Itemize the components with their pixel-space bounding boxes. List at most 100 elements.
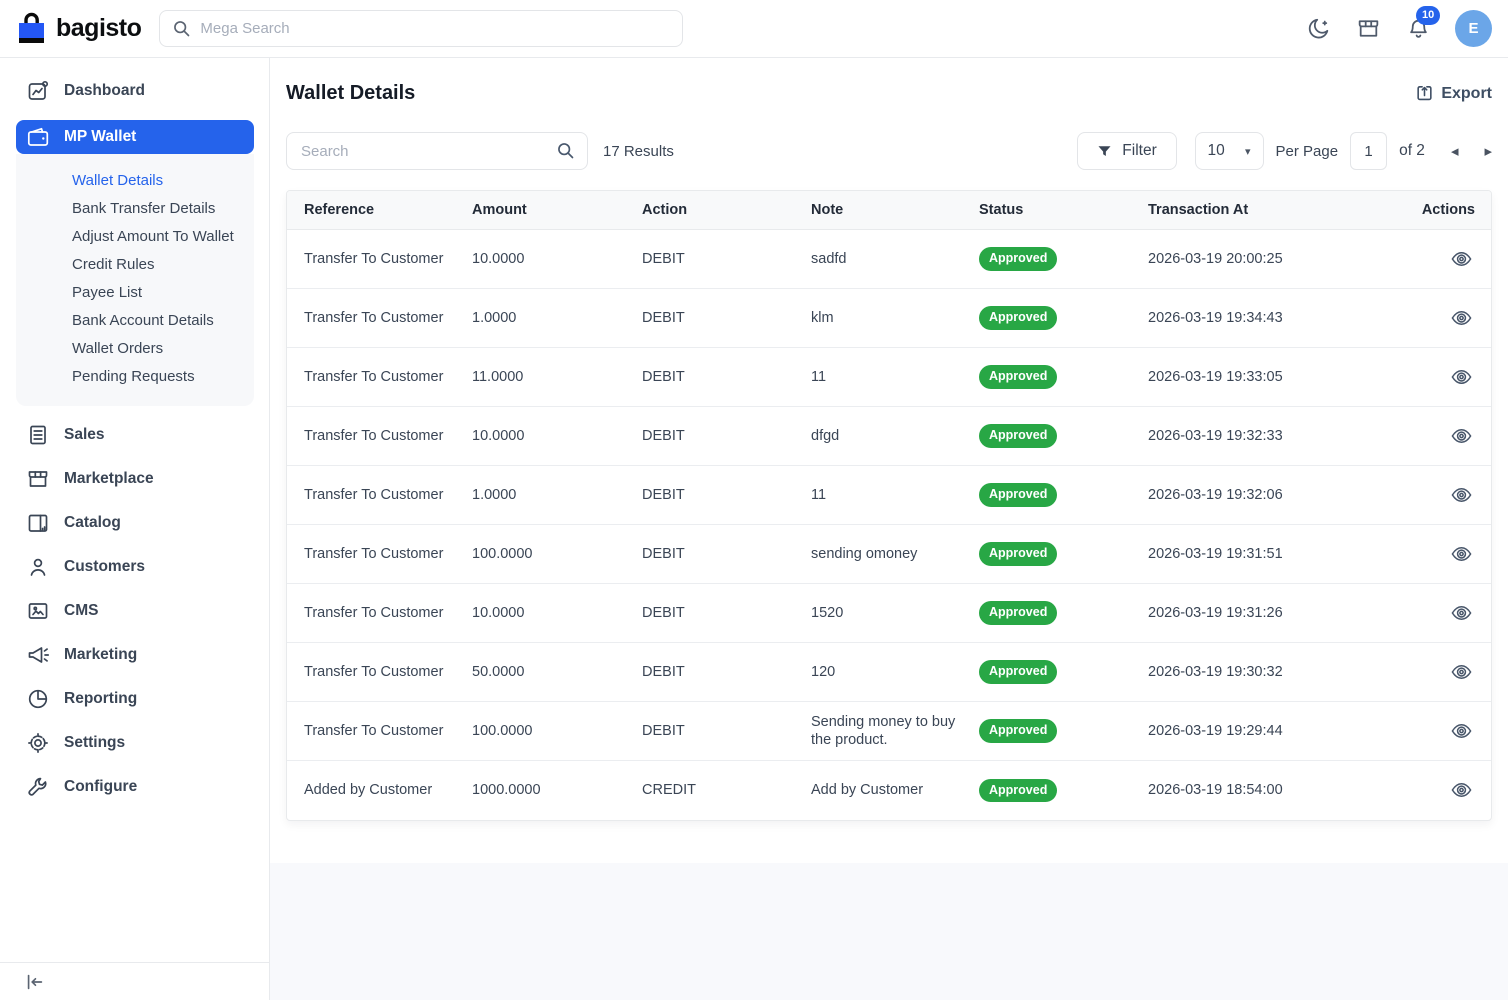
sidebar: Dashboard MP Wallet Wallet Details Bank … [0,58,270,1000]
dark-mode-moon-icon[interactable] [1305,16,1331,42]
cell-status: Approved [979,296,1148,340]
page-number-input[interactable] [1350,132,1388,170]
submenu-item-adjust-amount-to-wallet[interactable]: Adjust Amount To Wallet [72,228,234,245]
dashboard-icon [26,79,50,103]
status-badge: Approved [979,601,1058,625]
sidebar-item-label: Configure [64,778,138,795]
cell-amount: 100.0000 [472,722,533,739]
submenu-item-bank-account-details[interactable]: Bank Account Details [72,312,214,329]
sidebar-item-marketing[interactable]: Marketing [16,640,254,670]
collapse-sidebar-icon[interactable] [24,971,46,993]
table-body: Transfer To Customer 10.0000 DEBIT sadfd… [287,230,1491,820]
total-pages-label: of 2 [1399,142,1425,159]
sidebar-item-customers[interactable]: Customers [16,552,254,582]
cell-status: Approved [979,414,1148,458]
submenu-item-bank-transfer-details[interactable]: Bank Transfer Details [72,200,216,217]
search-icon[interactable] [555,140,576,161]
submenu-item-payee-list[interactable]: Payee List [72,284,143,301]
cell-transaction-at: 2026-03-19 19:32:33 [1148,427,1283,444]
cell-reference: Transfer To Customer [304,309,444,326]
sidebar-item-label: Marketplace [64,470,154,487]
datagrid-search [286,132,588,170]
sidebar-item-label: MP Wallet [64,128,137,145]
cell-amount: 10.0000 [472,250,525,267]
view-eye-icon[interactable] [1450,543,1473,566]
cell-actions [1450,297,1491,340]
datagrid-search-input[interactable] [286,132,588,170]
per-page-dropdown[interactable]: 10 ▾ [1194,132,1264,170]
cell-amount: 100.0000 [472,545,533,562]
cell-note: sending omoney [811,545,918,562]
bagisto-logo[interactable]: bagisto [16,11,142,46]
view-eye-icon[interactable] [1450,248,1473,271]
cell-amount: 1.0000 [472,309,517,326]
submenu-item-pending-requests[interactable]: Pending Requests [72,368,195,385]
view-eye-icon[interactable] [1450,484,1473,507]
cell-reference: Transfer To Customer [304,368,444,385]
sidebar-item-label: Sales [64,426,105,443]
notification-bell-icon[interactable]: 10 [1405,5,1441,42]
table-row: Transfer To Customer 1.0000 DEBIT 11 App… [287,466,1491,525]
view-eye-icon[interactable] [1450,661,1473,684]
sidebar-item-label: Settings [64,734,126,751]
chevron-down-icon: ▾ [1245,145,1251,158]
cell-actions [1450,474,1491,517]
cell-transaction-at: 2026-03-19 19:29:44 [1148,722,1283,739]
mega-search-input[interactable] [159,10,684,47]
sidebar-item-configure[interactable]: Configure [16,772,254,802]
sidebar-item-cms[interactable]: CMS [16,596,254,626]
export-button[interactable]: Export [1415,84,1492,103]
cell-transaction-at: 2026-03-19 19:31:26 [1148,604,1283,621]
cell-transaction-at: 2026-03-19 20:00:25 [1148,250,1283,267]
sidebar-item-mp-wallet[interactable]: MP Wallet [16,120,254,154]
column-header-reference: Reference [304,202,375,218]
cell-note: dfgd [811,427,840,444]
view-eye-icon[interactable] [1450,779,1473,802]
marketplace-store-icon [26,467,50,491]
storefront-icon[interactable] [1355,16,1381,42]
cell-reference: Transfer To Customer [304,604,444,621]
cell-note: 120 [811,663,836,680]
cell-actions [1450,238,1491,281]
sidebar-item-reporting[interactable]: Reporting [16,684,254,714]
sidebar-item-dashboard[interactable]: Dashboard [16,76,254,106]
submenu-item-wallet-orders[interactable]: Wallet Orders [72,340,164,357]
table-row: Transfer To Customer 100.0000 DEBIT Send… [287,702,1491,761]
previous-page-icon[interactable]: ◂ [1450,142,1459,160]
view-eye-icon[interactable] [1450,307,1473,330]
column-header-status: Status [979,202,1024,218]
sidebar-item-sales[interactable]: Sales [16,420,254,450]
cell-note: 1520 [811,604,844,621]
sidebar-item-marketplace[interactable]: Marketplace [16,464,254,494]
status-badge: Approved [979,483,1058,507]
view-eye-icon[interactable] [1450,366,1473,389]
sidebar-footer [0,962,269,1000]
sidebar-item-catalog[interactable]: Catalog [16,508,254,538]
sidebar-item-label: Dashboard [64,82,145,99]
view-eye-icon[interactable] [1450,602,1473,625]
sidebar-item-label: Reporting [64,690,138,707]
sidebar-item-settings[interactable]: Settings [16,728,254,758]
submenu-item-wallet-details[interactable]: Wallet Details [72,172,164,189]
cell-transaction-at: 2026-03-19 19:30:32 [1148,663,1283,680]
column-header-transaction-at: Transaction At [1148,202,1249,218]
top-header: bagisto [0,0,1508,58]
status-badge: Approved [979,660,1058,684]
cell-status: Approved [979,769,1148,813]
customers-person-icon [26,555,50,579]
filter-button[interactable]: Filter [1076,132,1177,170]
next-page-icon[interactable]: ▸ [1484,142,1492,160]
page-title: Wallet Details [286,82,416,104]
view-eye-icon[interactable] [1450,425,1473,448]
cell-transaction-at: 2026-03-19 18:54:00 [1148,782,1283,799]
cell-action: DEBIT [642,309,685,326]
cell-reference: Transfer To Customer [304,250,444,267]
view-eye-icon[interactable] [1450,720,1473,743]
cell-note: klm [811,309,834,326]
user-avatar[interactable]: E [1455,10,1492,47]
column-header-amount: Amount [472,202,527,218]
shopping-bag-logo-icon [16,11,47,46]
column-header-actions: Actions [1421,202,1475,218]
cell-transaction-at: 2026-03-19 19:32:06 [1148,486,1283,503]
submenu-item-credit-rules[interactable]: Credit Rules [72,256,155,273]
